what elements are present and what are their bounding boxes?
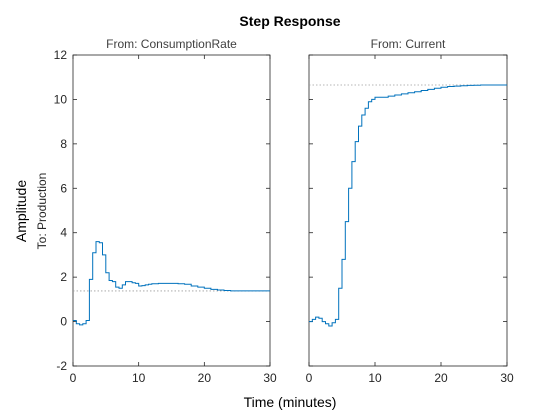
y-tick-label: 8: [60, 137, 67, 151]
x-tick-label: 10: [368, 371, 382, 385]
x-tick-label: 10: [132, 371, 146, 385]
chart-title: Step Response: [239, 13, 340, 29]
step-response-line: [73, 241, 270, 326]
step-response-line: [309, 84, 507, 327]
x-axis-label: Time (minutes): [244, 394, 337, 410]
x-tick-label: 30: [263, 371, 277, 385]
y-tick-label: -2: [56, 359, 67, 373]
subplot-title: From: Current: [371, 37, 446, 51]
x-tick-label: 20: [434, 371, 448, 385]
x-tick-label: 0: [70, 371, 77, 385]
y-tick-label: 12: [54, 48, 68, 62]
output-label: To: Production: [35, 173, 49, 250]
subplot-2: From: Current 0 10 20 30: [306, 37, 514, 385]
x-tick-label: 20: [198, 371, 212, 385]
y-tick-label: 0: [60, 315, 67, 329]
y-axis-label: Amplitude: [13, 180, 29, 242]
y-tick-label: 4: [60, 226, 67, 240]
axes-box: [308, 54, 508, 367]
axes-box: [72, 54, 271, 367]
y-tick-label: 6: [60, 181, 67, 195]
y-tick-label: 10: [54, 92, 68, 106]
y-tick-label: 2: [60, 270, 67, 284]
x-tick-label: 0: [306, 371, 313, 385]
subplot-title: From: ConsumptionRate: [106, 37, 237, 51]
x-tick-label: 30: [500, 371, 514, 385]
